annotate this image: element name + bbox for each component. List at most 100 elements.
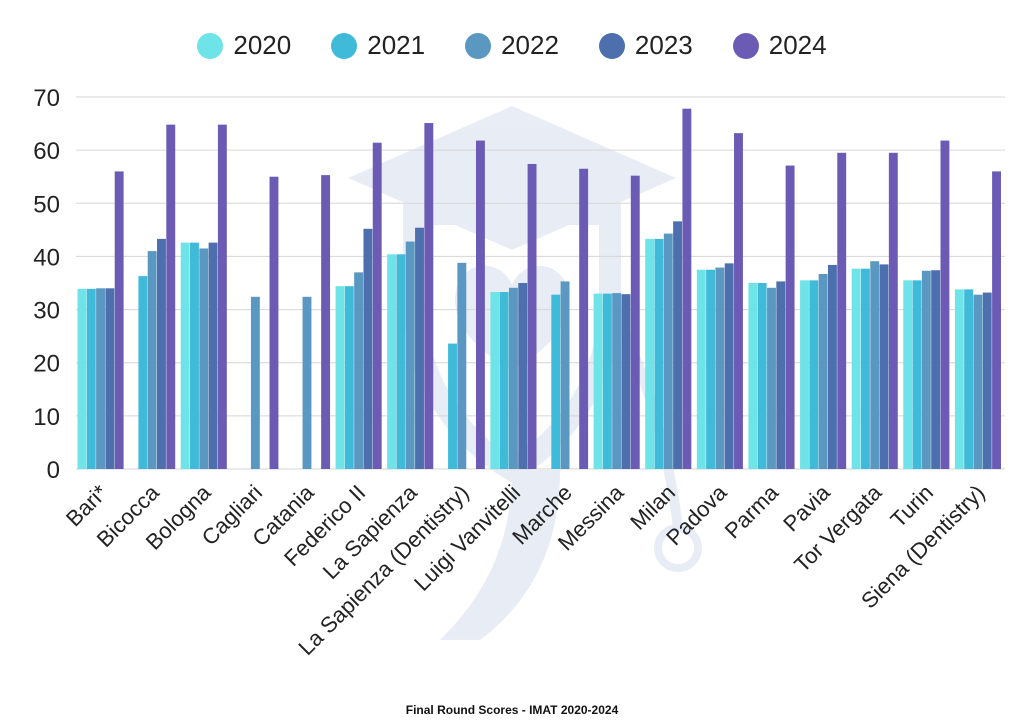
grid-lines bbox=[76, 96, 1005, 470]
bar bbox=[706, 269, 716, 469]
bar bbox=[354, 272, 364, 469]
legend-item: 2023 bbox=[598, 30, 693, 61]
bar bbox=[499, 292, 509, 469]
bar bbox=[964, 289, 974, 469]
bar bbox=[138, 276, 148, 469]
bar bbox=[870, 261, 880, 469]
bar bbox=[860, 268, 870, 469]
bar bbox=[593, 293, 603, 469]
bar bbox=[940, 140, 950, 469]
bar bbox=[879, 264, 889, 469]
bar bbox=[321, 175, 331, 469]
bar bbox=[448, 343, 457, 469]
bar bbox=[827, 264, 837, 469]
y-tick-label: 60 bbox=[33, 138, 60, 165]
bar bbox=[903, 280, 913, 469]
bar bbox=[621, 294, 631, 469]
bar bbox=[96, 288, 105, 469]
y-tick-label: 30 bbox=[33, 298, 60, 325]
bar bbox=[217, 124, 227, 469]
bars bbox=[77, 108, 1001, 470]
bar bbox=[302, 296, 312, 469]
bar bbox=[579, 168, 589, 470]
legend-item: 2021 bbox=[331, 30, 425, 61]
bar bbox=[630, 175, 640, 469]
bar bbox=[269, 176, 279, 469]
bar bbox=[551, 294, 561, 469]
bar bbox=[837, 152, 847, 470]
bar bbox=[105, 288, 115, 469]
legend-swatch bbox=[465, 32, 492, 59]
legend-label: 2022 bbox=[501, 30, 559, 60]
bar bbox=[724, 263, 734, 469]
y-tick-label: 70 bbox=[33, 85, 60, 112]
bar bbox=[560, 281, 570, 469]
bar bbox=[715, 267, 725, 469]
legend-label: 2023 bbox=[634, 30, 693, 60]
bar bbox=[208, 242, 218, 469]
bar bbox=[424, 123, 434, 469]
legend-label: 2021 bbox=[367, 30, 426, 60]
bar bbox=[457, 262, 467, 469]
y-tick-label: 50 bbox=[33, 191, 60, 218]
bar bbox=[250, 296, 260, 469]
bar bbox=[982, 292, 992, 469]
bar bbox=[973, 294, 983, 469]
legend-label: 2024 bbox=[768, 30, 827, 60]
bar bbox=[166, 124, 176, 469]
bar bbox=[490, 292, 500, 469]
bar bbox=[475, 140, 485, 469]
bar bbox=[931, 270, 941, 469]
legend-swatch bbox=[732, 32, 759, 59]
bar bbox=[785, 165, 795, 470]
bar bbox=[776, 281, 786, 469]
bar bbox=[767, 287, 776, 469]
y-tick-label: 0 bbox=[47, 457, 60, 484]
chart-legend: 2020 2021 2022 2023 2024 bbox=[0, 30, 1024, 61]
chart-title: Final Round Scores - IMAT 2020-2024 bbox=[405, 703, 619, 717]
y-tick-label: 20 bbox=[33, 351, 60, 378]
bar bbox=[682, 108, 692, 469]
bar bbox=[734, 133, 743, 469]
bar bbox=[147, 251, 157, 469]
bar bbox=[527, 163, 537, 469]
bar bbox=[77, 288, 87, 469]
bar bbox=[415, 227, 424, 469]
bar bbox=[518, 283, 528, 469]
bar bbox=[180, 242, 190, 469]
bar bbox=[86, 288, 96, 469]
bar bbox=[954, 289, 964, 469]
legend-swatch bbox=[598, 32, 625, 59]
legend-label: 2020 bbox=[233, 30, 292, 60]
x-tick-label: Parma bbox=[720, 479, 784, 543]
bar bbox=[387, 254, 397, 469]
bar bbox=[992, 171, 1001, 469]
bar bbox=[888, 152, 898, 470]
bar bbox=[921, 270, 931, 469]
bar bbox=[654, 238, 664, 469]
bar bbox=[405, 241, 415, 469]
bar bbox=[372, 142, 382, 469]
bar bbox=[344, 286, 354, 469]
bar bbox=[757, 283, 767, 469]
bar bbox=[809, 280, 819, 469]
legend-item: 2024 bbox=[732, 30, 827, 61]
bar bbox=[363, 228, 373, 469]
bar bbox=[912, 280, 922, 469]
bar bbox=[190, 242, 199, 469]
bar bbox=[157, 238, 166, 469]
y-tick-label: 40 bbox=[33, 244, 60, 271]
bar bbox=[199, 248, 209, 469]
bar bbox=[818, 273, 828, 469]
bar bbox=[645, 238, 655, 469]
legend-swatch bbox=[197, 32, 224, 59]
bar bbox=[851, 268, 861, 469]
bar bbox=[335, 286, 345, 469]
bar bbox=[396, 254, 406, 469]
bar bbox=[696, 269, 706, 469]
legend-swatch bbox=[331, 32, 358, 59]
bar bbox=[508, 287, 518, 469]
legend-item: 2020 bbox=[197, 30, 291, 61]
y-tick-label: 10 bbox=[33, 404, 60, 431]
